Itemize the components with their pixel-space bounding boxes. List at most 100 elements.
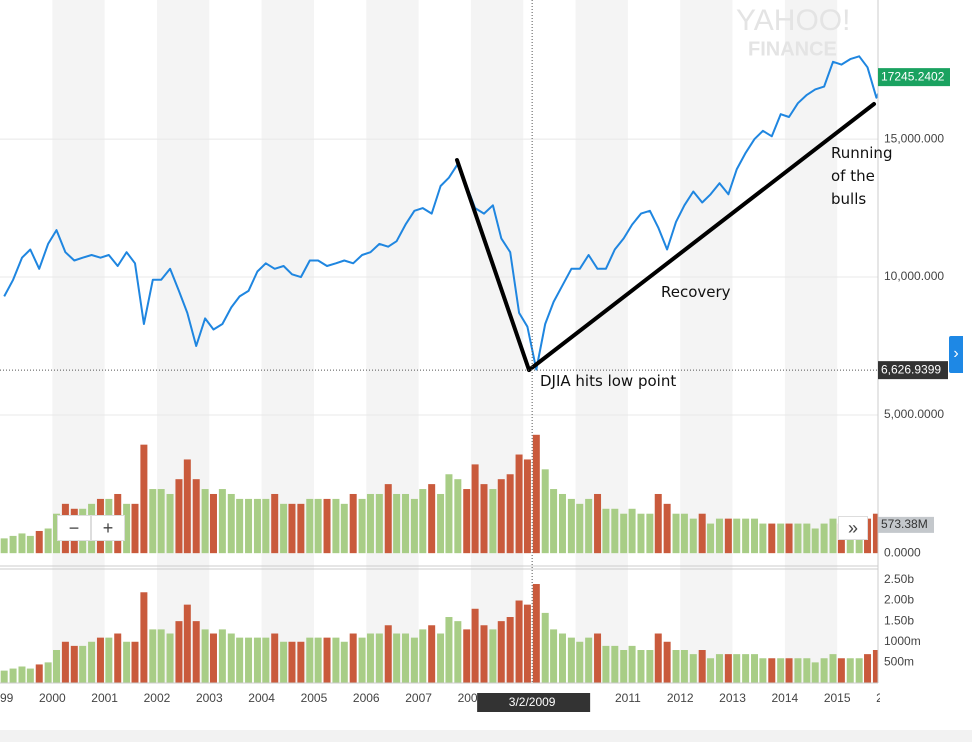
volume-bar <box>428 484 436 554</box>
volume-bar <box>323 498 331 554</box>
volume-bar <box>358 498 366 554</box>
volume-bar <box>262 498 270 554</box>
year-band <box>680 0 733 683</box>
volume-bar <box>454 479 462 554</box>
volume-bar <box>253 637 261 683</box>
volume-bar <box>402 493 410 554</box>
volume-bar <box>872 650 878 683</box>
volume-bar <box>497 479 505 554</box>
volume-bar <box>532 434 540 554</box>
volume-bar <box>454 621 462 683</box>
volume-bar <box>9 535 17 554</box>
y-tick-label: 500m <box>884 655 914 669</box>
year-bands <box>52 0 838 683</box>
volume-bar <box>44 662 52 683</box>
volume-bar <box>742 654 750 683</box>
volume-bar <box>489 489 497 554</box>
volume-bar <box>585 637 593 683</box>
volume-bar <box>393 633 401 683</box>
x-tick-label: 1999 <box>0 691 14 705</box>
volume-bar <box>201 489 209 554</box>
volume-bar <box>26 535 34 554</box>
volume-bar <box>227 493 235 554</box>
volume-bar <box>349 633 357 683</box>
volume-bar <box>742 518 750 554</box>
volume-bar <box>489 629 497 683</box>
volume-bar <box>236 498 244 554</box>
volume-bar <box>140 592 148 683</box>
last-value-box <box>878 68 950 87</box>
zoom-in-button[interactable]: + <box>91 515 125 541</box>
volume-bar <box>35 664 43 683</box>
volume-bar <box>384 625 392 683</box>
volume-bar <box>70 645 78 683</box>
volume-bar <box>18 533 26 554</box>
volume-bar <box>567 498 575 554</box>
side-panel-tab[interactable]: › <box>949 336 963 373</box>
volume-bar <box>209 633 217 683</box>
x-tick-label: 2011 <box>615 691 641 705</box>
volume-bar <box>480 484 488 554</box>
volume-bar <box>855 658 863 683</box>
volume-bar <box>611 645 619 683</box>
volume-bar <box>463 489 471 554</box>
volume-bar <box>515 600 523 683</box>
volume-bar <box>35 530 43 554</box>
x-tick-label: 2006 <box>353 691 380 705</box>
volume-bar <box>366 633 374 683</box>
plot <box>0 55 878 683</box>
volume-bar <box>698 650 706 683</box>
volume-bar <box>375 493 383 554</box>
volume-bar <box>829 654 837 683</box>
volume-bar <box>515 454 523 554</box>
volume-bar <box>759 523 767 554</box>
volume-bar <box>123 503 131 554</box>
volume-bar <box>846 658 854 683</box>
volume-bar <box>53 513 61 554</box>
x-tick-label: 2013 <box>719 691 746 705</box>
volume-bar <box>314 498 322 554</box>
volume-bar <box>707 523 715 554</box>
volume-bar <box>585 498 593 554</box>
volume-bar <box>768 658 776 683</box>
volume-bar <box>523 604 531 683</box>
volume-bar <box>611 508 619 554</box>
volume-bar <box>402 633 410 683</box>
volume-bar <box>715 654 723 683</box>
footer-strip <box>0 730 972 742</box>
volume-bar <box>672 650 680 683</box>
volume-bar <box>437 633 445 683</box>
volume-bar <box>410 498 418 554</box>
volume-bar <box>201 629 209 683</box>
volume-bar <box>803 523 811 554</box>
volume-bar <box>53 650 61 683</box>
volume-bar <box>594 493 602 554</box>
volume-bar <box>123 641 131 683</box>
volume-bar <box>663 641 671 683</box>
overlay: 5,000.0000 10,000.000 15,000.000 6,626.9399… <box>0 0 950 712</box>
y-tick-label: 0.0000 <box>884 545 921 559</box>
volume-bar <box>620 650 628 683</box>
annotation: Running of the bulls <box>831 144 893 208</box>
volume-bar <box>733 518 741 554</box>
year-band <box>156 0 210 683</box>
volume-bar <box>245 498 253 554</box>
volume-bar <box>306 637 314 683</box>
zoom-out-button[interactable]: − <box>57 515 91 541</box>
scroll-button[interactable]: » <box>838 516 868 540</box>
volume-bar <box>271 493 279 554</box>
volume-bar <box>646 650 654 683</box>
volume-bar <box>654 493 662 554</box>
x-tick-label: 2015 <box>824 691 851 705</box>
volume-bar <box>628 645 636 683</box>
volume-bar <box>218 629 226 683</box>
volume-bar <box>646 513 654 554</box>
annotation: Recovery <box>661 283 731 301</box>
volume-bar <box>114 633 122 683</box>
volume-bar <box>140 444 148 554</box>
volume-bar <box>149 489 157 554</box>
volume-bar <box>550 629 558 683</box>
volume-bar <box>837 658 845 683</box>
